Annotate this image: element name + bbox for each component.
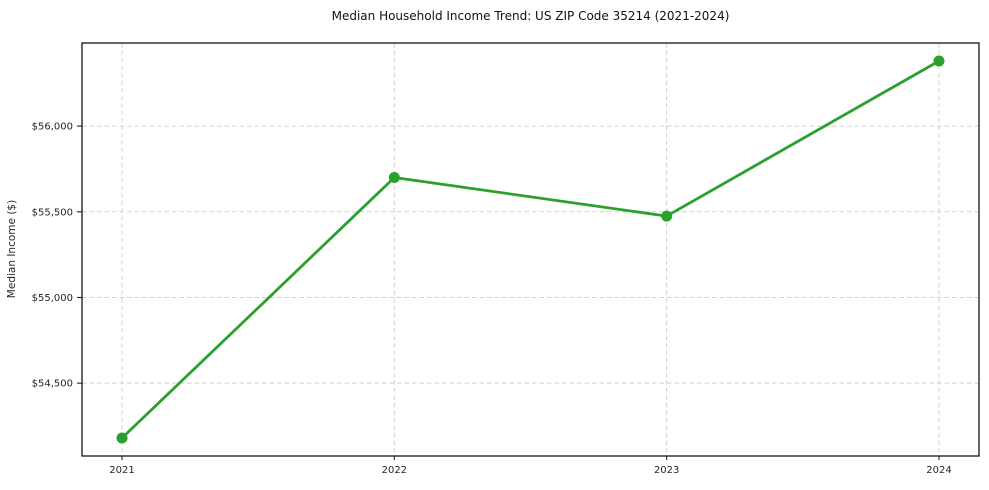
x-tick-label: 2023 bbox=[654, 465, 679, 476]
x-tick-label: 2021 bbox=[109, 465, 134, 476]
data-point-marker bbox=[388, 172, 400, 184]
y-axis-label: Median Income ($) bbox=[6, 200, 18, 298]
chart-title: Median Household Income Trend: US ZIP Co… bbox=[331, 9, 730, 23]
x-tick-label: 2024 bbox=[926, 465, 951, 476]
data-point-marker bbox=[661, 210, 673, 222]
y-tick-label: $55,500 bbox=[32, 207, 73, 218]
data-point-marker bbox=[116, 432, 128, 444]
trend-line bbox=[120, 59, 941, 440]
y-tick-label: $56,000 bbox=[32, 122, 73, 133]
data-point-marker bbox=[933, 55, 945, 67]
y-tick-label: $55,000 bbox=[32, 293, 73, 304]
x-tick-label: 2022 bbox=[382, 465, 407, 476]
y-tick-label: $54,500 bbox=[32, 379, 73, 390]
plot-border bbox=[81, 42, 980, 457]
